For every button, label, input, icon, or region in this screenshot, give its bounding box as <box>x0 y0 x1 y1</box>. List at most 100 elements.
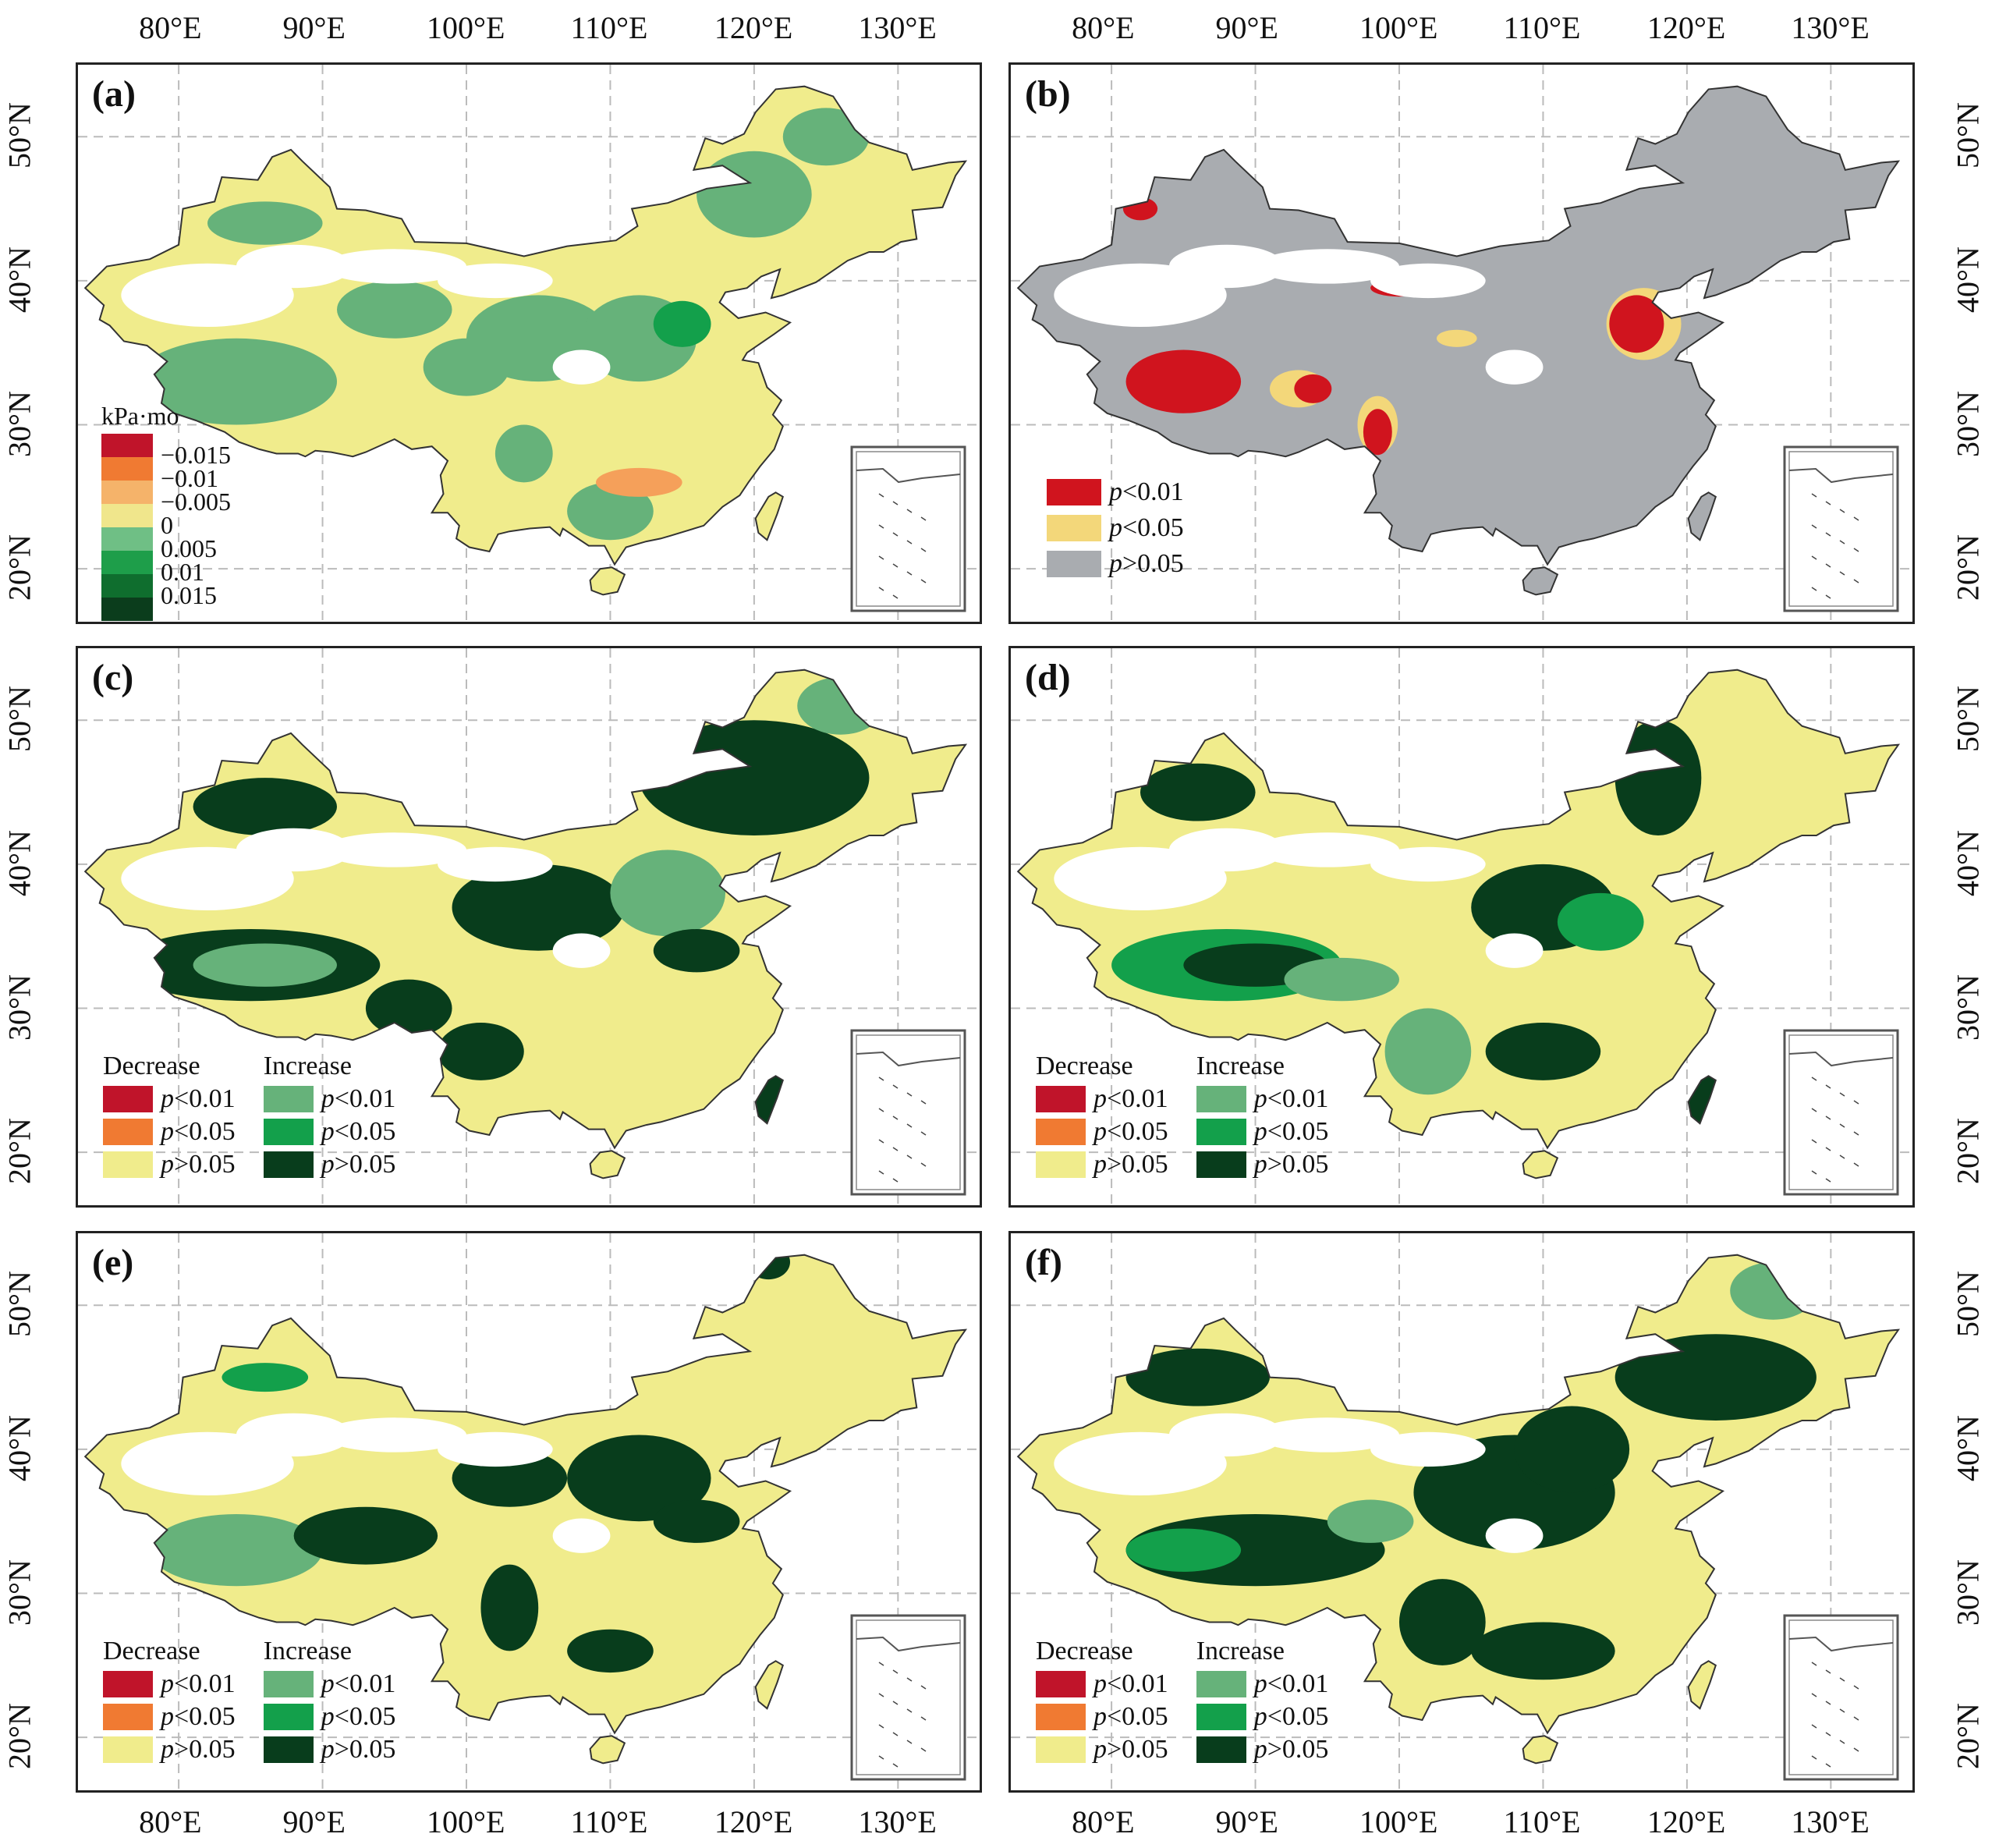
legend-increase-group: Increase p<0.01 p<0.05 p>0.05 <box>1196 1635 1328 1766</box>
legend-decrease-group: Decrease p<0.01 p<0.05 p>0.05 <box>1036 1635 1168 1766</box>
legend-label: p<0.05 <box>161 1117 236 1146</box>
inset-island-dash <box>1839 1708 1845 1713</box>
region-patch <box>1384 1008 1472 1095</box>
inset-island-dash <box>1853 1162 1859 1167</box>
inset-island-dash <box>1811 524 1817 529</box>
inset-island-dash <box>1853 579 1859 583</box>
map-fill-layer <box>85 1254 966 1733</box>
lon-tick-label-top: 100°E <box>1359 10 1438 45</box>
lat-tick-label-right: 50°N <box>1950 686 1986 753</box>
legend-swatch <box>263 1086 314 1112</box>
region-patch <box>596 467 682 497</box>
legend-group-title: Decrease <box>103 1052 200 1080</box>
legend-swatch <box>1047 551 1101 577</box>
inset-island-dash <box>1839 1092 1845 1097</box>
legend-class-label: −0.01 <box>161 464 219 492</box>
legend-swatch <box>103 1086 153 1112</box>
legend-label: p<0.01 <box>161 1084 236 1113</box>
panel-label: (e) <box>92 1242 134 1283</box>
inset-island-dash <box>920 1100 927 1105</box>
hainan-island <box>589 1735 626 1765</box>
map-fill-layer <box>1018 86 1898 565</box>
hainan-island <box>1522 566 1559 596</box>
legend-swatch <box>263 1671 314 1697</box>
legend-group-title: Increase <box>263 1052 352 1080</box>
lat-tick-label-left: 20°N <box>2 1703 37 1770</box>
inset-inner-frame <box>856 451 961 607</box>
legend-label: p<0.05 <box>1093 1702 1168 1731</box>
legend-class-label: 0.005 <box>161 534 217 562</box>
lon-tick-label-bottom: 130°E <box>858 1804 937 1839</box>
legend-label: p<0.01 <box>1093 1084 1168 1113</box>
base-fill <box>1018 86 1898 565</box>
lon-tick-label-bottom: 80°E <box>139 1804 202 1839</box>
inset-island-dash <box>878 1170 884 1175</box>
legend-row: p<0.05 <box>103 1116 236 1148</box>
legend-row: p>0.05 <box>1036 1148 1168 1181</box>
inset-island-dash <box>1825 594 1831 599</box>
legend-label: p<0.01 <box>1253 1084 1329 1113</box>
china-border <box>83 85 968 566</box>
map-svg <box>1011 65 1912 622</box>
legend-label: p>0.05 <box>321 1735 396 1764</box>
south-china-sea-inset <box>850 1614 966 1781</box>
no-data-area <box>322 249 466 284</box>
inset-island-dash <box>1839 540 1845 544</box>
panel-label: (b) <box>1025 73 1071 115</box>
inset-island-dash <box>878 1693 884 1697</box>
legend-swatch <box>1196 1151 1246 1178</box>
legend-increase-group: Increase p<0.01 p<0.05 p>0.05 <box>263 1050 395 1181</box>
inset-island-dash <box>1811 1755 1817 1760</box>
lon-tick-label-bottom: 90°E <box>282 1804 346 1839</box>
inset-island-dash <box>906 1155 913 1159</box>
region-patch <box>207 201 323 245</box>
legend-label: p>0.05 <box>1093 1150 1168 1179</box>
legend-label: p<0.05 <box>1093 1117 1168 1146</box>
region-patch <box>438 1023 524 1080</box>
no-data-area <box>552 1518 611 1553</box>
no-data-area <box>1255 832 1399 867</box>
lat-tick-label-left: 50°N <box>2 102 37 169</box>
region-patch <box>653 1499 740 1543</box>
lon-tick-label-bottom: 100°E <box>1359 1804 1438 1839</box>
inset-island-dash <box>1825 1084 1831 1089</box>
legend-label: p>0.05 <box>1253 1150 1329 1179</box>
lon-tick-label-top: 130°E <box>858 10 937 45</box>
legend-group-title: Increase <box>1196 1052 1285 1080</box>
legend-row: p<0.01 <box>1196 1668 1328 1701</box>
legend-group-title: Increase <box>263 1637 352 1665</box>
legend-row: p>0.05 <box>1036 1733 1168 1766</box>
china-border <box>1016 1254 1901 1735</box>
inset-island-dash <box>1825 563 1831 568</box>
inset-island-dash <box>1811 1077 1817 1081</box>
legend-row: p>0.05 <box>103 1733 236 1766</box>
region-patch <box>639 720 870 835</box>
map-panel-b: (b) p<0.01 p<0.05 p>0.05 <box>1008 62 1915 624</box>
region-patch <box>135 338 337 425</box>
inset-island-dash <box>920 548 927 552</box>
legend-row: p<0.05 <box>103 1701 236 1733</box>
inset-coastline <box>856 467 961 484</box>
legend-swatch <box>1036 1086 1086 1112</box>
taiwan-island <box>1687 1075 1717 1125</box>
legend-swatch <box>101 527 153 551</box>
region-patch <box>494 424 553 483</box>
region-patch <box>696 151 812 238</box>
inset-island-dash <box>1839 571 1845 576</box>
inset-coastline <box>1788 467 1894 484</box>
hainan-island <box>589 566 626 596</box>
inset-island-dash <box>920 1131 927 1136</box>
legend-swatch <box>103 1704 153 1730</box>
inset-island-dash <box>892 1732 899 1736</box>
region-patch <box>193 943 337 987</box>
legend-row: p>0.05 <box>263 1148 395 1181</box>
continuous-legend: kPa·mo −0.015 −0.01 −0.005 0 0.005 0.01 0.015 <box>101 402 231 621</box>
inset-island-dash <box>892 594 899 599</box>
legend-decrease-group: Decrease p<0.01 p<0.05 p>0.05 <box>103 1050 236 1181</box>
lon-tick-label-bottom: 130°E <box>1791 1804 1870 1839</box>
legend-swatch <box>101 457 153 481</box>
legend-swatch <box>1036 1736 1086 1763</box>
lat-tick-label-right: 40°N <box>1950 246 1986 313</box>
inset-island-dash <box>1825 1116 1831 1120</box>
